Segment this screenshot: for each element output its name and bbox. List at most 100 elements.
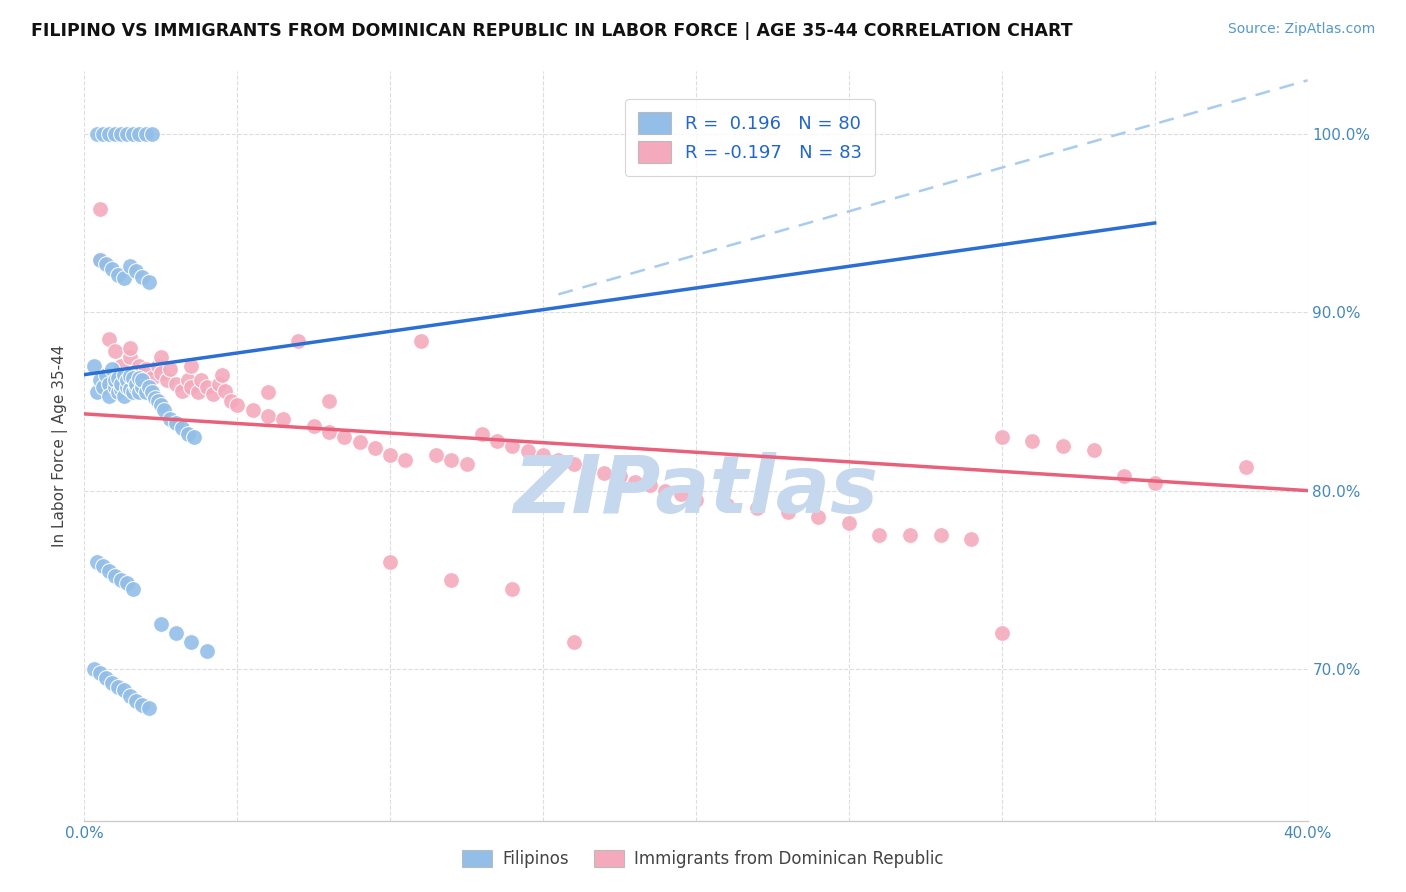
- Point: [131, 698, 153, 712]
- Point: [869, 528, 891, 542]
- Point: [97, 376, 120, 391]
- Point: [138, 380, 160, 394]
- Point: [125, 264, 148, 278]
- Point: [115, 576, 138, 591]
- Point: [153, 403, 176, 417]
- Point: [112, 389, 135, 403]
- Point: [547, 453, 569, 467]
- Point: [120, 341, 142, 355]
- Point: [141, 385, 163, 400]
- Point: [257, 385, 280, 400]
- Point: [135, 385, 157, 400]
- Point: [149, 350, 172, 364]
- Point: [94, 257, 117, 271]
- Point: [89, 252, 111, 266]
- Text: FILIPINO VS IMMIGRANTS FROM DOMINICAN REPUBLIC IN LABOR FORCE | AGE 35-44 CORREL: FILIPINO VS IMMIGRANTS FROM DOMINICAN RE…: [31, 22, 1073, 40]
- Point: [159, 362, 181, 376]
- Point: [101, 362, 124, 376]
- Point: [440, 573, 463, 587]
- Point: [156, 373, 179, 387]
- Point: [195, 644, 218, 658]
- Point: [531, 448, 554, 462]
- Point: [115, 127, 138, 141]
- Point: [104, 569, 127, 583]
- Point: [107, 268, 129, 282]
- Point: [219, 394, 242, 409]
- Point: [471, 426, 494, 441]
- Point: [380, 448, 402, 462]
- Point: [122, 127, 145, 141]
- Point: [562, 635, 585, 649]
- Point: [318, 394, 340, 409]
- Point: [104, 373, 127, 387]
- Point: [716, 498, 738, 512]
- Point: [898, 528, 921, 542]
- Point: [120, 369, 142, 384]
- Point: [138, 701, 160, 715]
- Point: [128, 385, 150, 400]
- Point: [287, 334, 309, 348]
- Point: [991, 626, 1014, 640]
- Point: [486, 434, 509, 448]
- Point: [177, 373, 200, 387]
- Point: [654, 483, 676, 498]
- Point: [456, 457, 478, 471]
- Point: [86, 127, 108, 141]
- Point: [120, 350, 142, 364]
- Point: [159, 412, 181, 426]
- Point: [180, 380, 202, 394]
- Point: [1083, 442, 1105, 457]
- Point: [1114, 469, 1136, 483]
- Text: Source: ZipAtlas.com: Source: ZipAtlas.com: [1227, 22, 1375, 37]
- Point: [149, 398, 172, 412]
- Point: [440, 453, 463, 467]
- Point: [120, 382, 142, 396]
- Text: ZIPatlas: ZIPatlas: [513, 452, 879, 530]
- Point: [91, 380, 114, 394]
- Point: [172, 421, 194, 435]
- Point: [165, 626, 187, 640]
- Point: [214, 384, 236, 398]
- Point: [302, 419, 325, 434]
- Point: [128, 371, 150, 385]
- Point: [364, 441, 387, 455]
- Point: [409, 334, 432, 348]
- Point: [110, 573, 132, 587]
- Point: [747, 501, 769, 516]
- Point: [135, 127, 157, 141]
- Point: [83, 662, 105, 676]
- Point: [104, 127, 127, 141]
- Point: [107, 371, 129, 385]
- Point: [110, 376, 132, 391]
- Point: [104, 380, 127, 394]
- Point: [425, 448, 447, 462]
- Point: [110, 382, 132, 396]
- Point: [91, 127, 114, 141]
- Point: [83, 359, 105, 373]
- Point: [638, 478, 661, 492]
- Point: [104, 344, 127, 359]
- Point: [115, 380, 138, 394]
- Point: [131, 373, 153, 387]
- Point: [141, 127, 163, 141]
- Point: [838, 516, 860, 530]
- Point: [211, 368, 233, 382]
- Point: [1236, 460, 1258, 475]
- Point: [112, 683, 135, 698]
- Point: [101, 676, 124, 690]
- Point: [107, 385, 129, 400]
- Point: [190, 373, 212, 387]
- Point: [183, 430, 205, 444]
- Point: [991, 430, 1014, 444]
- Point: [122, 582, 145, 596]
- Point: [146, 394, 169, 409]
- Point: [624, 475, 647, 489]
- Point: [177, 426, 200, 441]
- Point: [1143, 476, 1166, 491]
- Point: [89, 253, 111, 268]
- Point: [120, 259, 142, 273]
- Point: [143, 391, 166, 405]
- Point: [128, 359, 150, 373]
- Point: [180, 635, 202, 649]
- Point: [960, 532, 983, 546]
